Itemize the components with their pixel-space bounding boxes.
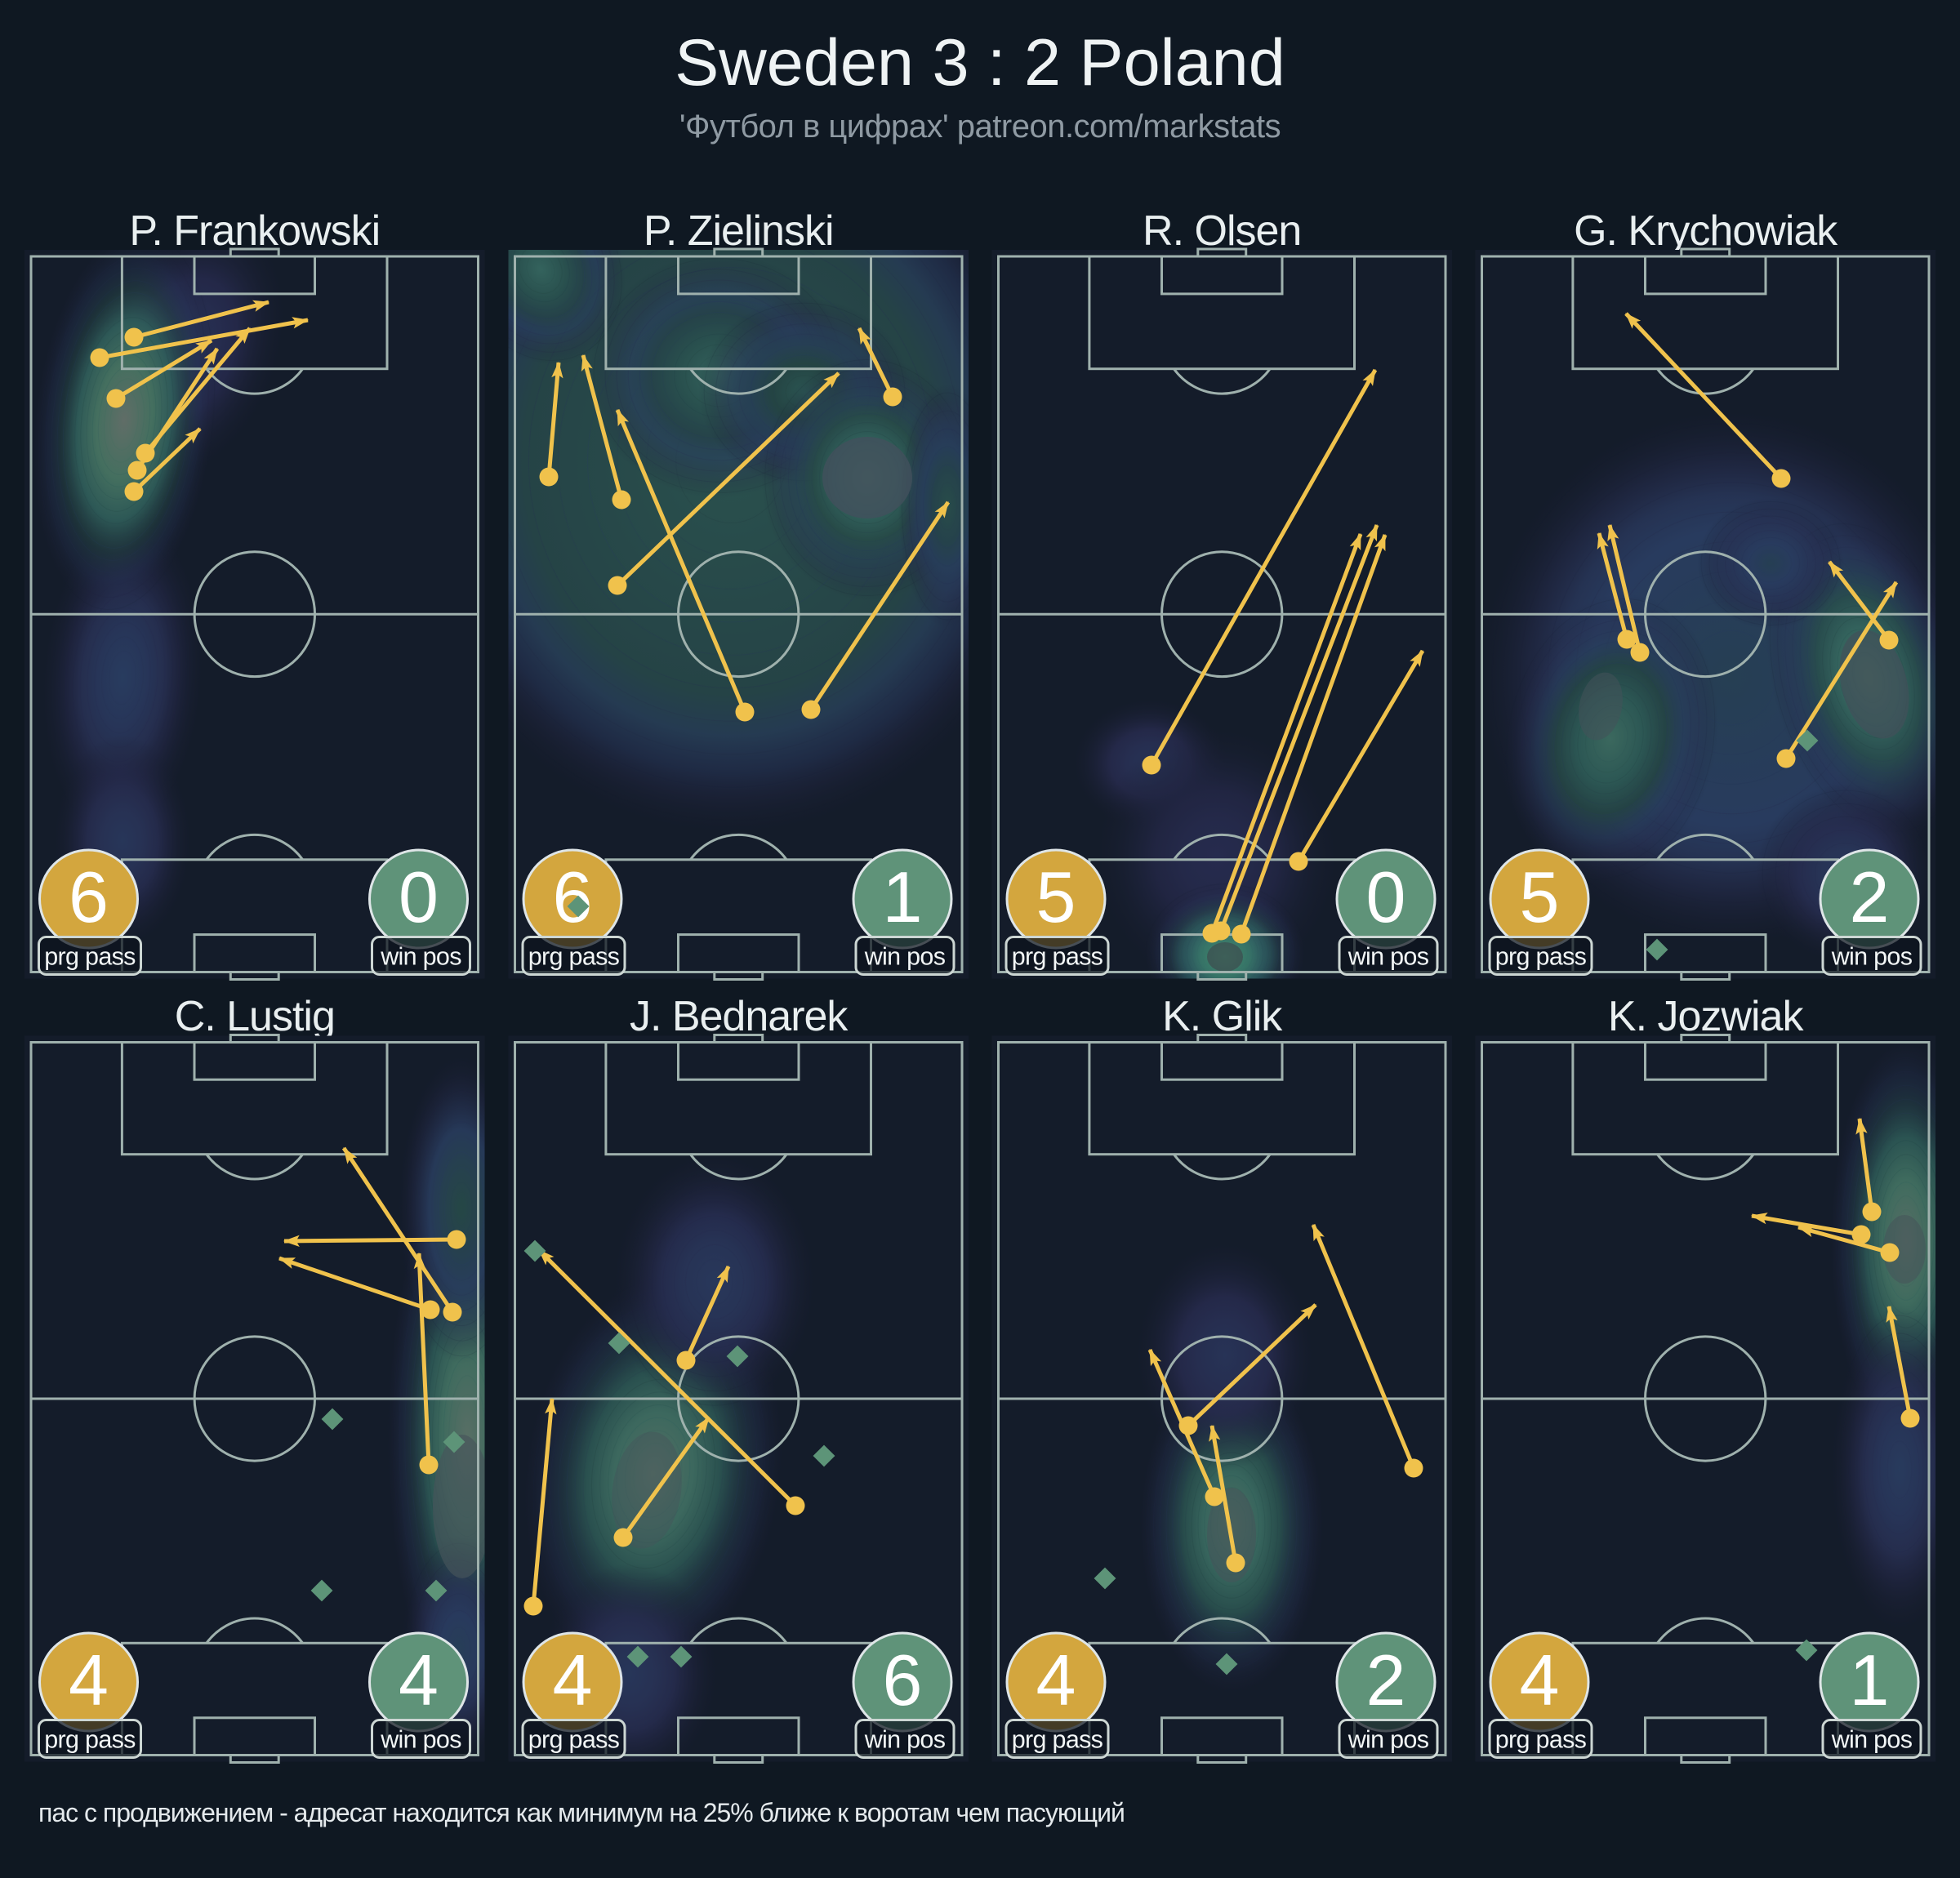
svg-text:win pos: win pos xyxy=(864,943,946,971)
svg-text:prg pass: prg pass xyxy=(1012,943,1103,971)
svg-text:4: 4 xyxy=(553,1640,593,1720)
svg-text:J. Bednarek: J. Bednarek xyxy=(630,993,849,1040)
svg-text:6: 6 xyxy=(883,1640,923,1720)
svg-text:'Футбол в цифрах' patreon.com/: 'Футбол в цифрах' patreon.com/markstats xyxy=(679,109,1281,145)
svg-text:prg pass: prg pass xyxy=(1495,1726,1587,1754)
svg-text:K. Jozwiak: K. Jozwiak xyxy=(1608,993,1805,1040)
svg-text:P. Zielinski: P. Zielinski xyxy=(644,207,834,255)
svg-text:win pos: win pos xyxy=(1348,943,1429,971)
svg-text:win pos: win pos xyxy=(380,943,461,971)
svg-text:4: 4 xyxy=(399,1640,439,1720)
svg-text:prg pass: prg pass xyxy=(528,943,620,971)
svg-text:2: 2 xyxy=(1366,1640,1406,1720)
svg-text:0: 0 xyxy=(1366,857,1406,937)
svg-text:win pos: win pos xyxy=(380,1726,461,1754)
svg-text:win pos: win pos xyxy=(1831,943,1913,971)
svg-text:6: 6 xyxy=(553,857,593,937)
svg-text:prg pass: prg pass xyxy=(528,1726,620,1754)
svg-text:4: 4 xyxy=(1520,1640,1560,1720)
svg-text:5: 5 xyxy=(1036,857,1076,937)
svg-text:5: 5 xyxy=(1520,857,1560,937)
svg-text:4: 4 xyxy=(1036,1640,1076,1720)
svg-text:prg pass: prg pass xyxy=(1012,1726,1103,1754)
svg-text:Sweden 3 : 2 Poland: Sweden 3 : 2 Poland xyxy=(675,26,1285,100)
svg-text:win pos: win pos xyxy=(864,1726,946,1754)
svg-text:G. Krychowiak: G. Krychowiak xyxy=(1574,207,1838,255)
svg-text:C. Lustig: C. Lustig xyxy=(175,993,335,1040)
svg-text:1: 1 xyxy=(883,857,923,937)
svg-text:R. Olsen: R. Olsen xyxy=(1143,207,1301,255)
svg-text:win pos: win pos xyxy=(1831,1726,1913,1754)
svg-text:пас с продвижением - адресат н: пас с продвижением - адресат находится к… xyxy=(38,1798,1125,1827)
svg-text:2: 2 xyxy=(1850,857,1890,937)
svg-text:6: 6 xyxy=(69,857,109,937)
svg-text:prg pass: prg pass xyxy=(44,943,136,971)
svg-text:P. Frankowski: P. Frankowski xyxy=(129,207,380,255)
svg-text:K. Glik: K. Glik xyxy=(1162,993,1283,1040)
svg-text:0: 0 xyxy=(399,857,439,937)
svg-text:4: 4 xyxy=(69,1640,109,1720)
svg-text:1: 1 xyxy=(1850,1640,1890,1720)
svg-text:prg pass: prg pass xyxy=(44,1726,136,1754)
svg-text:prg pass: prg pass xyxy=(1495,943,1587,971)
svg-text:win pos: win pos xyxy=(1348,1726,1429,1754)
